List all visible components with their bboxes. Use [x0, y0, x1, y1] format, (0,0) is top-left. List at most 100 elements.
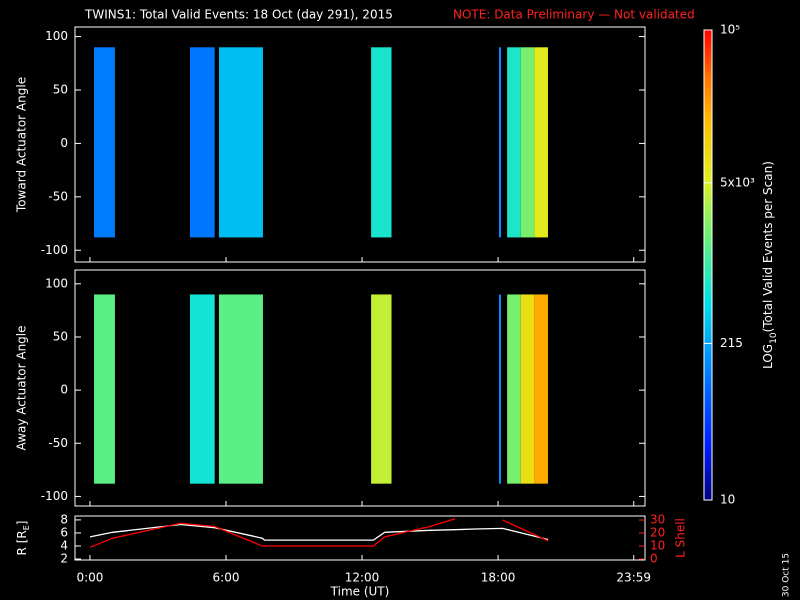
colorbar-swatch — [704, 88, 712, 91]
colorbar-swatch — [704, 454, 712, 457]
strip — [507, 47, 521, 238]
x-tick-label: 18:00 — [481, 571, 516, 585]
colorbar-swatch — [704, 470, 712, 473]
colorbar-swatch — [704, 314, 712, 317]
colorbar-swatch — [704, 268, 712, 271]
y-tick-label: 8 — [60, 512, 68, 526]
colorbar-swatch — [704, 206, 712, 209]
colorbar-swatch — [704, 488, 712, 491]
colorbar-swatch — [704, 422, 712, 425]
colorbar-swatch — [704, 152, 712, 155]
colorbar-swatch — [704, 214, 712, 217]
strip — [534, 47, 548, 238]
colorbar-swatch — [704, 482, 712, 485]
colorbar-swatch — [704, 412, 712, 415]
colorbar-swatch — [704, 42, 712, 45]
colorbar-swatch — [704, 292, 712, 295]
colorbar-swatch — [704, 278, 712, 281]
colorbar-swatch — [704, 92, 712, 95]
line-group — [89, 518, 549, 548]
colorbar-swatch — [704, 330, 712, 333]
y-tick-label: 100 — [45, 276, 68, 290]
colorbar-swatch — [704, 302, 712, 305]
colorbar-swatch — [704, 218, 712, 221]
colorbar-swatch — [704, 464, 712, 467]
colorbar-swatch — [704, 104, 712, 107]
colorbar-swatch — [704, 178, 712, 181]
colorbar-swatch — [704, 232, 712, 235]
colorbar-swatch — [704, 128, 712, 131]
colorbar-swatch — [704, 74, 712, 77]
colorbar-swatch — [704, 250, 712, 253]
colorbar-swatch — [704, 246, 712, 249]
colorbar-swatch — [704, 280, 712, 283]
colorbar-swatch — [704, 138, 712, 141]
colorbar-swatch — [704, 380, 712, 383]
strip — [218, 47, 263, 238]
colorbar-swatch — [704, 372, 712, 375]
colorbar-swatch — [704, 188, 712, 191]
colorbar-swatch — [704, 204, 712, 207]
y2-tick-label: 0 — [650, 551, 658, 565]
colorbar-swatch — [704, 126, 712, 129]
colorbar-swatch — [704, 474, 712, 477]
colorbar-swatch — [704, 308, 712, 311]
colorbar-swatch — [704, 484, 712, 487]
colorbar-swatch — [704, 340, 712, 343]
colorbar-swatch — [704, 64, 712, 67]
colorbar-swatch — [704, 118, 712, 121]
colorbar-swatch — [704, 238, 712, 241]
colorbar-swatch — [704, 242, 712, 245]
colorbar-swatch — [704, 338, 712, 341]
colorbar-swatch — [704, 72, 712, 75]
colorbar-swatch — [704, 258, 712, 261]
colorbar-swatch — [704, 122, 712, 125]
colorbar-swatch — [704, 78, 712, 81]
colorbar-swatch — [704, 46, 712, 49]
colorbar-swatch — [704, 82, 712, 85]
x-tick-label: 6:00 — [213, 571, 240, 585]
colorbar-swatch — [704, 34, 712, 37]
y-tick-label: 0 — [60, 383, 68, 397]
colorbar-label-part: LOG — [761, 344, 775, 369]
colorbar-swatch — [704, 116, 712, 119]
colorbar-swatch — [704, 468, 712, 471]
colorbar-swatch — [704, 164, 712, 167]
colorbar-swatch — [704, 494, 712, 497]
colorbar-swatch — [704, 478, 712, 481]
y2-axis-title: L Shell — [674, 518, 688, 558]
colorbar-swatch — [704, 60, 712, 63]
colorbar-swatch — [704, 230, 712, 233]
colorbar-swatch — [704, 310, 712, 313]
colorbar-swatch — [704, 398, 712, 401]
colorbar-swatch — [704, 426, 712, 429]
colorbar-swatch — [704, 318, 712, 321]
colorbar-swatch — [704, 274, 712, 277]
strip — [498, 47, 502, 238]
y-tick-label: 50 — [53, 83, 68, 97]
colorbar-swatch — [704, 458, 712, 461]
colorbar-swatch — [704, 254, 712, 257]
y-tick-label: 0 — [60, 136, 68, 150]
colorbar-swatch — [704, 364, 712, 367]
y-tick-label: 50 — [53, 329, 68, 343]
colorbar-swatch — [704, 374, 712, 377]
y-axis-title: Away Actuator Angle — [15, 325, 29, 450]
strip — [520, 47, 535, 238]
colorbar-swatch — [704, 388, 712, 391]
y-tick-label: -100 — [41, 243, 68, 257]
colorbar-swatch — [704, 30, 712, 33]
colorbar-swatch — [704, 332, 712, 335]
colorbar-swatch — [704, 212, 712, 215]
colorbar-swatch — [704, 236, 712, 239]
colorbar-swatch — [704, 154, 712, 157]
colorbar-swatch — [704, 394, 712, 397]
colorbar-swatch — [704, 168, 712, 171]
colorbar-swatch — [704, 320, 712, 323]
y2-tick-label: 20 — [650, 526, 665, 540]
colorbar-swatch — [704, 428, 712, 431]
strip — [371, 47, 392, 238]
strip — [498, 294, 502, 484]
colorbar-swatch — [704, 158, 712, 161]
colorbar-swatch — [704, 466, 712, 469]
